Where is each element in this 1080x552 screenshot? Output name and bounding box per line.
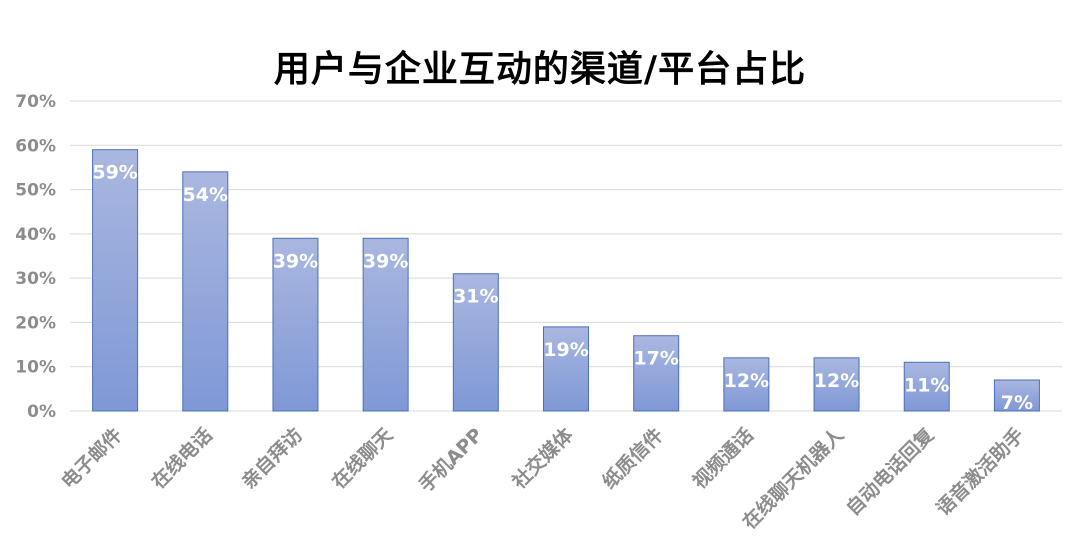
bar (362, 237, 409, 412)
y-tick-label: 70% (15, 92, 56, 112)
y-tick-label: 60% (15, 136, 56, 156)
y-tick-label: 40% (15, 225, 56, 245)
bar (272, 237, 319, 412)
bar (813, 357, 860, 412)
data-label: 39% (363, 250, 408, 272)
y-tick-label: 0% (27, 402, 56, 422)
bar (92, 149, 139, 412)
data-label: 12% (724, 370, 769, 392)
data-label: 7% (1001, 392, 1033, 414)
data-label: 39% (273, 250, 318, 272)
data-label: 54% (183, 184, 228, 206)
bar (543, 326, 589, 412)
x-category-label: 亲自拜访 (237, 423, 307, 493)
chart-title: 用户与企业互动的渠道/平台占比 (273, 49, 807, 90)
bars (92, 149, 1040, 412)
y-axis-ticks: 0% 10% 20% 30% 40% 50% 60% 70% (15, 92, 56, 422)
data-label: 12% (814, 370, 859, 392)
data-label: 59% (92, 162, 137, 184)
data-labels: 59% 54% 39% 39% 31% 19% 17% 12% 12% 11% 7% (92, 162, 1033, 414)
data-label: 11% (904, 374, 949, 396)
bar (993, 379, 1040, 412)
bar (452, 273, 499, 412)
y-tick-label: 20% (15, 313, 56, 333)
x-category-label: 社交媒体 (507, 423, 578, 494)
bar (723, 357, 770, 412)
x-category-label: 电子邮件 (57, 423, 127, 493)
data-label: 19% (543, 339, 588, 361)
bar (182, 171, 229, 412)
x-category-label: 自动电话回复 (841, 423, 939, 521)
y-tick-label: 10% (15, 358, 56, 378)
x-category-label: 语音激活助手 (932, 423, 1029, 520)
x-category-label: 视频通话 (688, 423, 758, 493)
y-tick-label: 50% (15, 181, 56, 201)
y-tick-label: 30% (15, 269, 56, 289)
x-category-label: 在线电话 (147, 423, 217, 493)
x-axis-categories: 电子邮件 在线电话 亲自拜访 在线聊天 手机APP 社交媒体 纸质信件 视频通话在线聊天机器人… (57, 423, 1029, 534)
x-category-label: 在线聊天 (327, 423, 398, 494)
x-category-label: 手机APP (414, 423, 487, 496)
bar (903, 361, 950, 412)
bar (633, 335, 680, 412)
data-label: 31% (453, 286, 498, 308)
data-label: 17% (633, 348, 678, 370)
x-category-label: 纸质信件 (598, 423, 668, 493)
